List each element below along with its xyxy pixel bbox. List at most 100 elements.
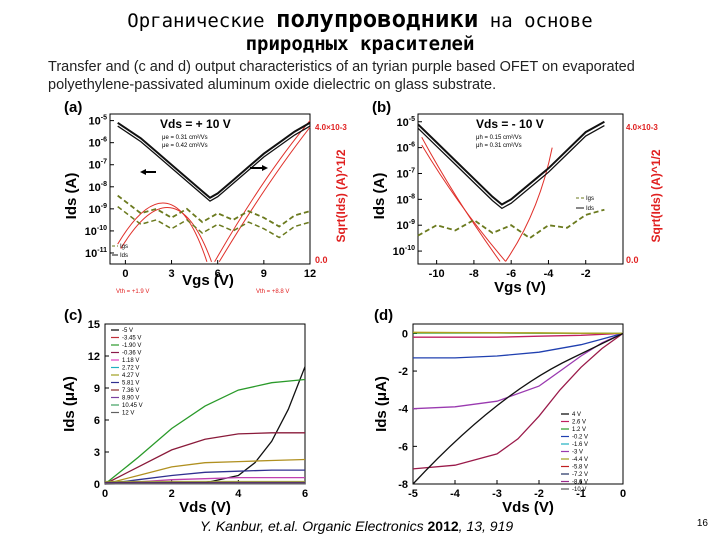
sqrt-curve <box>117 202 208 262</box>
legend-label: 10.45 V <box>122 403 143 409</box>
y-tick-label: 10-11 <box>85 247 107 260</box>
panel-a-x-ticks: 0 3 6 9 12 <box>122 260 316 280</box>
legend-label: 12 V <box>122 411 134 417</box>
x-tick-label: -2 <box>534 488 544 500</box>
y-tick-label: 10-5 <box>397 116 416 129</box>
panel-c-letter: (c) <box>64 307 82 324</box>
y-tick-label: 10-9 <box>89 203 108 216</box>
x-tick-label: 0 <box>620 488 626 500</box>
figure-caption: Transfer and (c and d) output characteri… <box>48 59 635 93</box>
y-tick-label: 10-6 <box>397 142 416 155</box>
panel-a-mobility-2: μe = 0.42 cm²/Vs <box>162 143 208 149</box>
legend-label: -3 V <box>572 450 583 456</box>
panel-d-y-ticks: 0 -2 -4 -6 -8 <box>398 328 417 491</box>
y-tick-label: 10-10 <box>85 225 107 238</box>
legend-label: 1.2 V <box>572 427 586 433</box>
y-tick-label: 0 <box>402 328 408 340</box>
legend-label: 2.6 V <box>572 420 586 426</box>
series-igs <box>417 208 605 240</box>
panel-b-mobility-1: μh = 0.15 cm²/Vs <box>476 135 522 141</box>
series-igs <box>117 194 311 228</box>
panel-b-series <box>417 120 605 240</box>
panel-a-letter: (a) <box>64 100 82 116</box>
series-line <box>104 378 306 485</box>
title-part-3: на основе <box>478 10 593 32</box>
panel-a-sqrt-curves <box>117 120 311 263</box>
x-tick-label: -3 <box>492 488 502 500</box>
legend-label: 4.27 V <box>122 373 139 379</box>
panel-d-frame <box>412 323 624 485</box>
panel-a-legend-igs: Igs <box>120 244 128 250</box>
panel-b-xlabel: Vgs (V) <box>494 279 546 296</box>
y-tick-label: 10-6 <box>89 137 108 150</box>
x-tick-label: 6 <box>215 268 221 280</box>
legend-label: -5.8 V <box>572 465 588 471</box>
legend-label: 7.36 V <box>122 388 139 394</box>
x-tick-label: 6 <box>302 488 308 500</box>
panel-a-annotation: Vds = + 10 V <box>160 117 231 131</box>
panel-c-xlabel: Vds (V) <box>179 499 231 515</box>
x-tick-label: 2 <box>169 488 175 500</box>
series-line <box>412 332 624 410</box>
panel-b-x-ticks: -10 -8 -6 -4 -2 <box>429 260 591 280</box>
citation-authors: Y. Kanbur, et.al. Organic Electronics <box>200 518 428 534</box>
series-line-black <box>412 332 624 485</box>
legend-label: -1.90 V <box>122 343 141 349</box>
series-line <box>104 469 305 485</box>
y-tick-label: -6 <box>398 441 408 453</box>
x-tick-label: -10 <box>429 268 445 280</box>
panel-a-right-tick-top: 4.0×10-3 <box>315 123 347 132</box>
legend-label: 1.18 V <box>122 358 139 364</box>
y-tick-label: 12 <box>88 351 100 363</box>
series-ids <box>117 121 311 200</box>
legend-label: -0.2 V <box>572 435 588 441</box>
slide-title: Органические полупроводники на основе пр… <box>0 7 720 56</box>
panel-a-vth-1: Vth = +1.9 V <box>116 289 149 295</box>
x-tick-label: -6 <box>506 268 516 280</box>
x-tick-label: 12 <box>304 268 316 280</box>
legend-label: -8.6 V <box>572 480 588 486</box>
x-tick-label: 0 <box>102 488 108 500</box>
sqrt-curve <box>218 126 311 263</box>
panel-c-legend: -5 V -3.45 V-1.90 V -0.36 V1.18 V 2.72 V4.2… <box>111 328 143 417</box>
panel-b-ylabel: Ids (A) <box>371 173 388 220</box>
sqrt-curve <box>505 147 553 262</box>
chart-panel-c: (c) 15 12 9 6 3 0 0 2 4 6 -5 V -3.45 V-1.90 V -0.3… <box>61 307 308 515</box>
panel-d-legend: 4 V 2.6 V1.2 V -0.2 V-1.6 V -3 V-4.4 V -5.8 … <box>561 412 588 493</box>
panel-b-legend-ids: Ids <box>586 206 594 212</box>
panel-a-mobility-1: μe = 0.31 cm²/Vs <box>162 135 208 141</box>
y-tick-label: 10-7 <box>89 159 108 172</box>
x-tick-label: 9 <box>261 268 267 280</box>
legend-label: -1.6 V <box>572 442 588 448</box>
panel-a-arrowhead-left <box>140 169 146 175</box>
panel-a-series <box>112 121 311 256</box>
y-tick-label: 10-8 <box>89 181 108 194</box>
sqrt-curve <box>421 137 501 262</box>
panel-a-frame <box>109 113 311 265</box>
series-line <box>412 332 624 470</box>
panel-b-mobility-2: μh = 0.31 cm²/Vs <box>476 143 522 149</box>
title-line-2: природных красителей <box>245 33 475 55</box>
legend-label: -10 V <box>572 487 586 493</box>
panel-a-xlabel: Vgs (V) <box>182 272 234 289</box>
panel-b-right-tick-bottom: 0.0 <box>626 255 639 265</box>
panel-d-letter: (d) <box>374 307 393 324</box>
x-tick-label: -8 <box>469 268 479 280</box>
x-tick-label: 0 <box>122 268 128 280</box>
legend-label: -4.4 V <box>572 457 588 463</box>
x-tick-label: -4 <box>450 488 461 500</box>
panel-b-sqrt-curves <box>421 137 553 262</box>
y-tick-label: 3 <box>94 447 100 459</box>
y-tick-label: 10-10 <box>393 245 415 258</box>
y-tick-label: 10-7 <box>397 167 416 180</box>
y-tick-label: 0 <box>94 479 100 491</box>
panel-b-ylabel-right: Sqrt(Ids) (A)^1/2 <box>649 149 663 242</box>
series-ids-reverse <box>417 125 605 210</box>
x-tick-label: -2 <box>581 268 591 280</box>
legend-label: 8.90 V <box>122 396 139 402</box>
x-tick-label: -5 <box>408 488 418 500</box>
legend-label: -7.2 V <box>572 472 588 478</box>
y-tick-label: -4 <box>398 404 409 416</box>
legend-label: -3.45 V <box>122 336 141 342</box>
x-tick-label: -1 <box>576 488 586 500</box>
